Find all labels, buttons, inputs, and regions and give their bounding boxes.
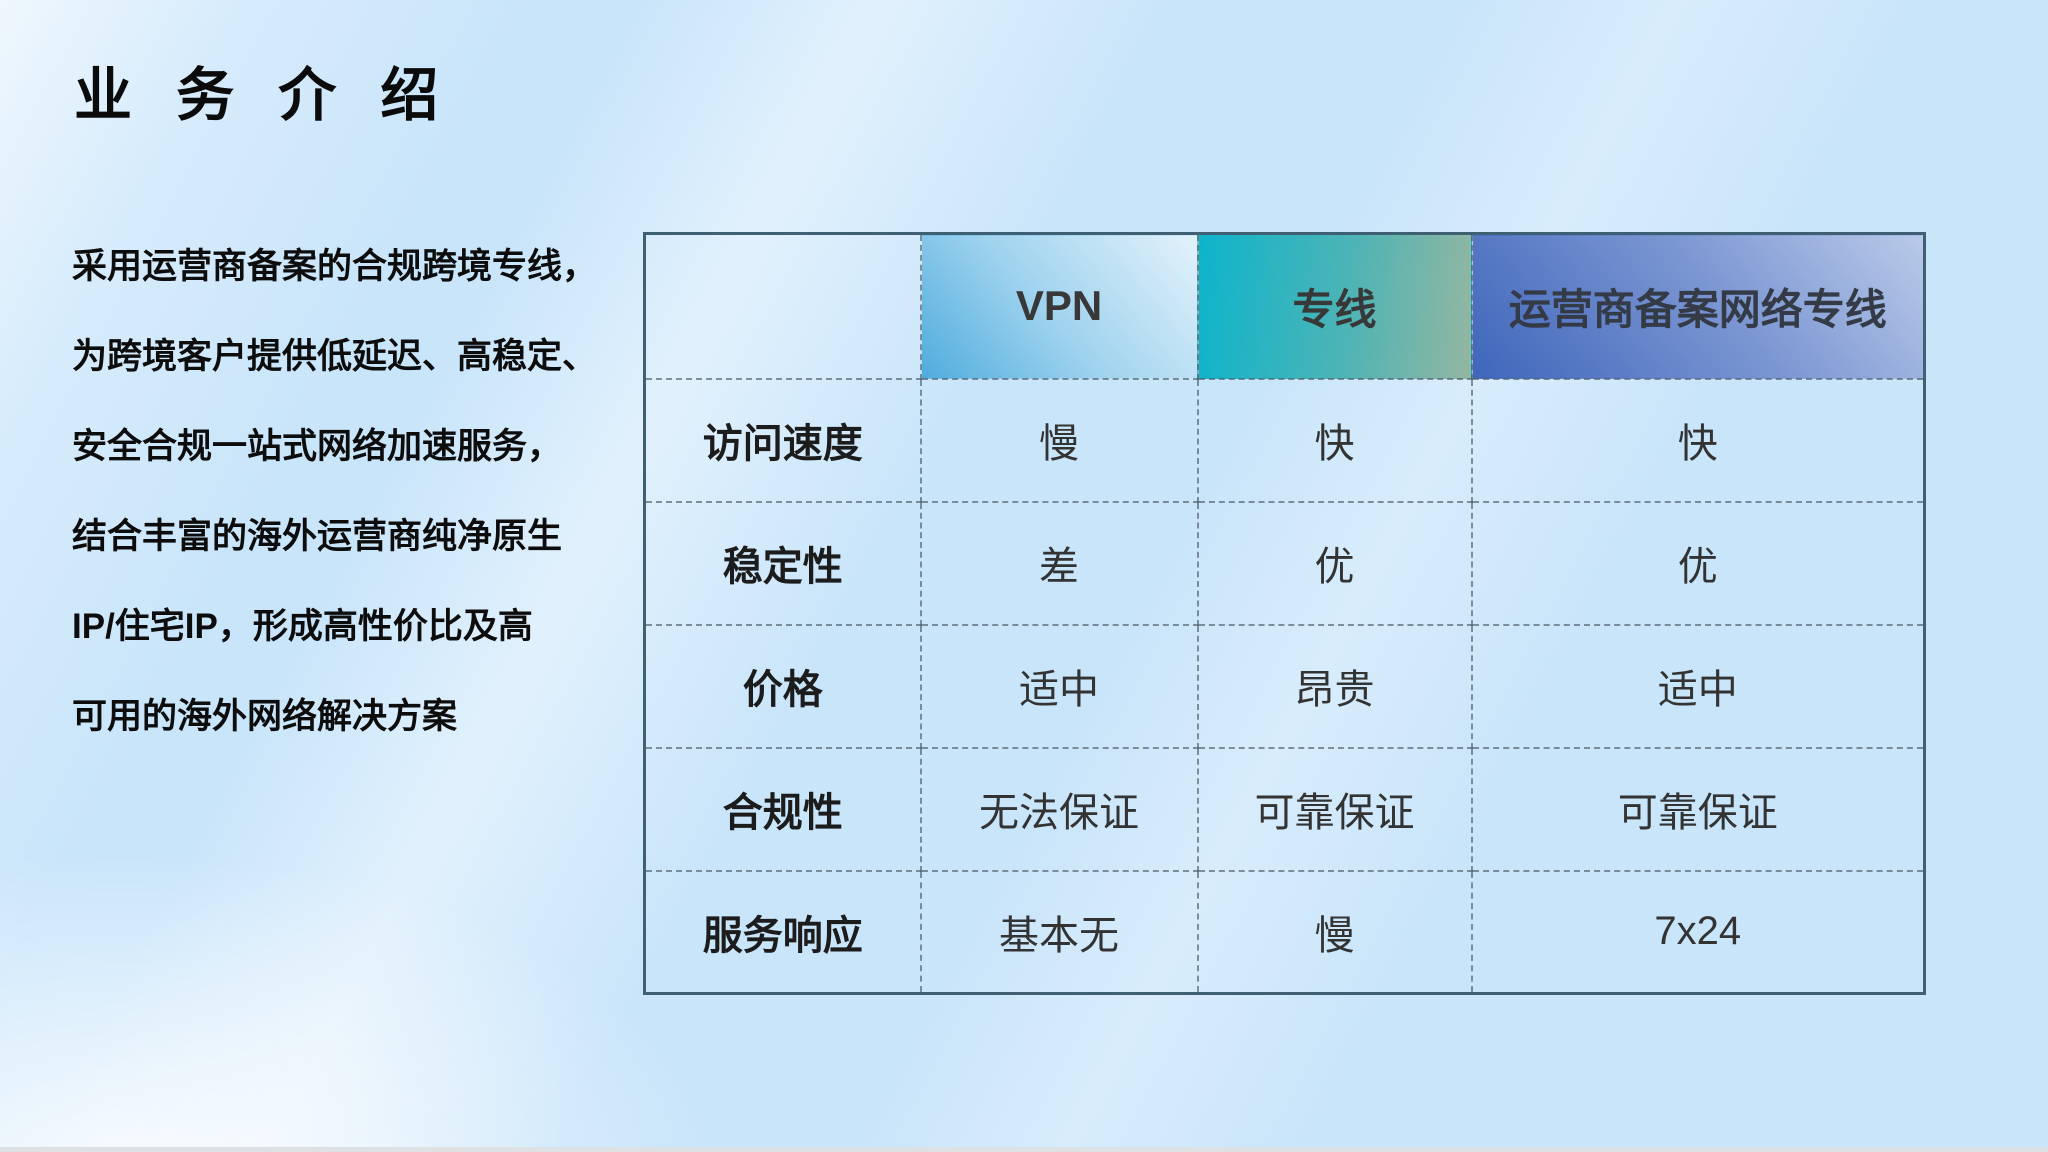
table-row-access-speed: 访问速度 慢 快 快 <box>643 377 1926 503</box>
description-line: 采用运营商备案的合规跨境专线， <box>72 247 598 286</box>
table-header-row: VPN 专线 运营商备案网络专线 <box>643 232 1926 380</box>
column-header-dedicated-line: 专线 <box>1196 232 1473 380</box>
cell-compliance-dedicated: 可靠保证 <box>1196 746 1473 872</box>
table-row-stability: 稳定性 差 优 优 <box>643 500 1926 626</box>
cell-compliance-vpn: 无法保证 <box>919 746 1199 872</box>
description-line: 可用的海外网络解决方案 <box>72 697 458 736</box>
cell-stability-dedicated: 优 <box>1196 500 1473 626</box>
description-line: 安全合规一站式网络加速服务， <box>72 427 563 466</box>
table-row-service-response: 服务响应 基本无 慢 7x24 <box>643 869 1926 995</box>
column-header-carrier-line: 运营商备案网络专线 <box>1470 232 1926 380</box>
page-title: 业 务 介 绍 <box>74 63 453 128</box>
column-header-vpn: VPN <box>919 232 1199 380</box>
row-header-service-response: 服务响应 <box>643 869 922 995</box>
cell-service-response-vpn: 基本无 <box>919 869 1199 995</box>
cell-price-dedicated: 昂贵 <box>1196 623 1473 749</box>
cell-access-speed-vpn: 慢 <box>919 377 1199 503</box>
row-header-stability: 稳定性 <box>643 500 922 626</box>
slide-bottom-edge <box>0 1147 2048 1152</box>
description-line: 为跨境客户提供低延迟、高稳定、 <box>72 337 598 376</box>
cell-stability-carrier: 优 <box>1470 500 1926 626</box>
table-row-compliance: 合规性 无法保证 可靠保证 可靠保证 <box>643 746 1926 872</box>
row-header-access-speed: 访问速度 <box>643 377 922 503</box>
cell-access-speed-carrier: 快 <box>1470 377 1926 503</box>
cell-price-carrier: 适中 <box>1470 623 1926 749</box>
cell-compliance-carrier: 可靠保证 <box>1470 746 1926 872</box>
cell-price-vpn: 适中 <box>919 623 1199 749</box>
table-row-price: 价格 适中 昂贵 适中 <box>643 623 1926 749</box>
comparison-table: VPN 专线 运营商备案网络专线 访问速度 慢 快 快 稳定性 差 优 优 价格… <box>643 232 1926 995</box>
row-header-price: 价格 <box>643 623 922 749</box>
cell-service-response-carrier: 7x24 <box>1470 869 1926 995</box>
cell-service-response-dedicated: 慢 <box>1196 869 1473 995</box>
cell-access-speed-dedicated: 快 <box>1196 377 1473 503</box>
cell-stability-vpn: 差 <box>919 500 1199 626</box>
description-line: IP/住宅IP，形成高性价比及高 <box>72 607 533 646</box>
row-header-compliance: 合规性 <box>643 746 922 872</box>
description-line: 结合丰富的海外运营商纯净原生 <box>72 517 563 556</box>
business-description: 采用运营商备案的合规跨境专线， 为跨境客户提供低延迟、高稳定、 安全合规一站式网… <box>72 222 652 762</box>
column-header-blank <box>643 232 922 380</box>
